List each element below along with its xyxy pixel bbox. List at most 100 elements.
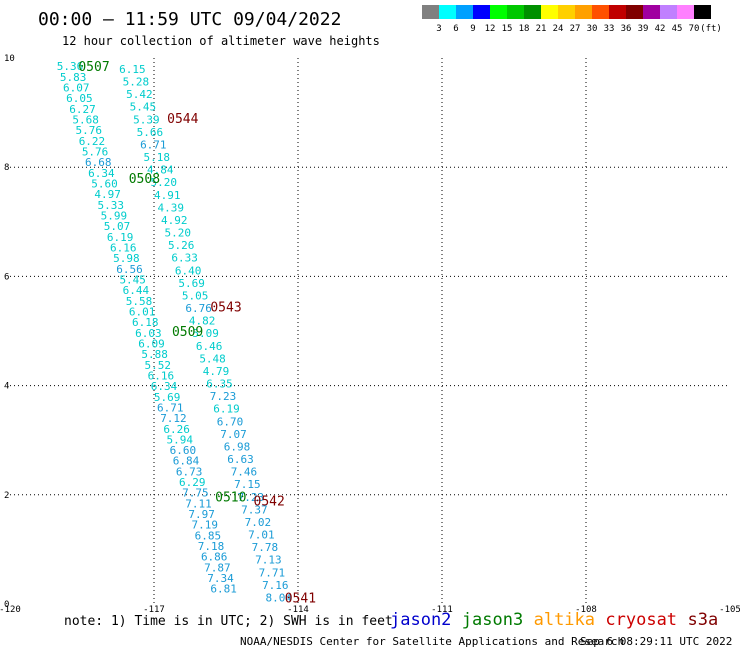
- wave-height-label: 5.45: [130, 101, 157, 114]
- color-swatch: [422, 5, 439, 19]
- color-swatch: [677, 5, 694, 19]
- wave-height-label: 7.02: [245, 516, 272, 529]
- color-swatch: [524, 5, 541, 19]
- wave-height-labels: 5.365.836.076.056.275.685.766.225.766.68…: [57, 60, 293, 604]
- color-swatch: [473, 5, 490, 19]
- wave-height-label: 6.44: [123, 284, 150, 297]
- wave-height-label: 5.76: [82, 145, 109, 158]
- wave-height-label: 4.97: [94, 188, 121, 201]
- y-tick-label: 6: [4, 272, 9, 282]
- timestamp-text: Sep 6 08:29:11 UTC 2022: [580, 635, 732, 648]
- wave-height-label: 8.04: [266, 591, 293, 604]
- color-swatch: [626, 5, 643, 19]
- color-legend: 3 6 9 12 15 18 21 24 27 30 33 36 39 42 45 70 (ft): [422, 5, 722, 34]
- wave-height-label: 6.68: [85, 156, 112, 169]
- pass-label: 0508: [129, 172, 160, 187]
- wave-height-label: 5.68: [72, 114, 99, 127]
- color-legend-label: 6: [453, 24, 458, 34]
- color-legend-label: 45: [672, 24, 683, 34]
- wave-height-label: 5.83: [60, 71, 87, 84]
- color-legend-label: (ft): [700, 24, 722, 34]
- wave-height-label: 6.40: [175, 264, 202, 277]
- color-swatch: [558, 5, 575, 19]
- pass-label: 0507: [78, 60, 109, 75]
- wave-height-label: 5.26: [168, 239, 195, 252]
- wave-height-label: 4.91: [154, 189, 181, 202]
- wave-height-label: 6.03: [135, 327, 162, 340]
- color-swatch: [609, 5, 626, 19]
- wave-height-label: 7.18: [198, 540, 225, 553]
- wave-height-label: 5.60: [91, 177, 118, 190]
- credit-text: NOAA/NESDIS Center for Satellite Applica…: [240, 635, 624, 648]
- color-swatch: [643, 5, 660, 19]
- color-swatch: [507, 5, 524, 19]
- color-legend-label: 27: [570, 24, 581, 34]
- wave-height-label: 5.36: [57, 60, 84, 73]
- wave-height-label: 6.71: [140, 138, 167, 151]
- wave-height-label: 6.22: [79, 135, 106, 148]
- color-swatch: [592, 5, 609, 19]
- color-legend-label: 30: [587, 24, 598, 34]
- wave-height-label: 5.69: [178, 277, 205, 290]
- y-tick-label: 4: [4, 382, 9, 392]
- wave-height-label: 6.76: [185, 302, 212, 315]
- color-swatch: [660, 5, 677, 19]
- color-legend-label: 36: [621, 24, 632, 34]
- wave-height-label: 6.70: [217, 415, 244, 428]
- wave-height-label: 7.75: [182, 487, 209, 500]
- wave-height-label: 6.34: [88, 167, 115, 180]
- wave-height-label: 7.01: [248, 529, 275, 542]
- pass-label: 0541: [285, 591, 316, 606]
- wave-height-label: 6.26: [163, 423, 190, 436]
- wave-height-label: 6.84: [173, 455, 200, 468]
- wave-height-label: 7.11: [185, 497, 212, 510]
- pass-labels: 0507 0508 0509 0510 0541 0542 0543 0544: [78, 60, 316, 606]
- wave-height-label: 7.97: [188, 508, 215, 521]
- wave-height-label: 7.34: [207, 572, 234, 585]
- wave-height-label: 6.71: [157, 401, 184, 414]
- wave-height-label: 5.99: [101, 209, 128, 222]
- color-legend-label: 24: [553, 24, 564, 34]
- wave-height-label: 5.48: [199, 352, 226, 365]
- color-legend-label: 9: [470, 24, 475, 34]
- color-legend-label: 12: [485, 24, 496, 34]
- wave-height-label: 6.01: [129, 305, 156, 318]
- wave-height-label: 5.98: [113, 252, 140, 265]
- wave-height-label: 7.37: [241, 503, 268, 516]
- wave-height-label: 5.52: [145, 359, 172, 372]
- grid-lines: [10, 58, 730, 604]
- wave-height-label: 5.42: [126, 88, 153, 101]
- wave-height-label: 6.98: [224, 440, 251, 453]
- wave-height-label: 5.09: [192, 327, 219, 340]
- x-axis-ticks: -120 -117 -114 -111 -108 -105: [0, 605, 740, 615]
- wave-height-label: 5.28: [123, 76, 150, 89]
- pass-label: 0542: [254, 494, 285, 509]
- wave-height-label: 5.45: [119, 273, 146, 286]
- map-title: 00:00 – 11:59 UTC 09/04/2022: [38, 9, 341, 30]
- x-tick-label: -111: [431, 605, 453, 615]
- x-tick-label: -105: [719, 605, 740, 615]
- wave-height-label: 6.09: [138, 337, 165, 350]
- units-note: note: 1) Time is in UTC; 2) SWH is in fe…: [64, 614, 393, 629]
- wave-height-label: 6.46: [196, 340, 223, 353]
- x-tick-label: -120: [0, 605, 21, 615]
- wave-height-label: 6.33: [171, 252, 198, 265]
- color-swatch: [575, 5, 592, 19]
- wave-height-label: 7.13: [255, 554, 282, 567]
- wave-height-label: 5.39: [133, 113, 160, 126]
- color-legend-label: 15: [502, 24, 513, 34]
- y-tick-label: 10: [4, 54, 15, 64]
- wave-height-label: 5.76: [76, 124, 103, 137]
- satellite-legend-item: cryosat: [605, 610, 677, 630]
- color-swatch: [456, 5, 473, 19]
- wave-height-label: 4.79: [203, 365, 230, 378]
- pass-label: 0543: [210, 300, 241, 315]
- color-legend-label: 33: [604, 24, 615, 34]
- wave-height-label: 6.05: [66, 92, 93, 105]
- wave-height-label: 6.16: [148, 369, 175, 382]
- wave-height-label: 6.56: [116, 263, 143, 276]
- x-tick-label: -108: [575, 605, 597, 615]
- color-legend-label: 3: [436, 24, 441, 34]
- color-swatch: [490, 5, 507, 19]
